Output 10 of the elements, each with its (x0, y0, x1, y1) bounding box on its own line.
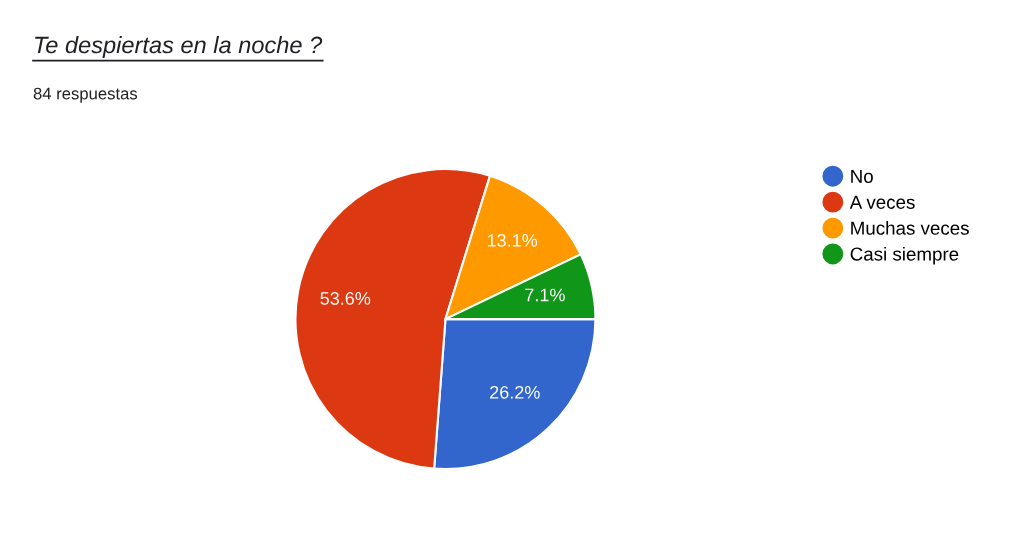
data-label: 26.2% (490, 385, 540, 399)
data-label: 7.1% (525, 288, 565, 302)
legend-label: A veces (849, 195, 915, 209)
data-label: 53.6% (320, 292, 371, 305)
legend-label: Muchas veces (851, 221, 969, 235)
chart-title: Te despiertas en la noche ? (35, 36, 323, 59)
text: 84 respuestas (33, 87, 138, 103)
data-label: 13.1% (487, 234, 538, 247)
legend-label: No (851, 169, 873, 183)
legend-label: Casi siempre (850, 246, 959, 265)
